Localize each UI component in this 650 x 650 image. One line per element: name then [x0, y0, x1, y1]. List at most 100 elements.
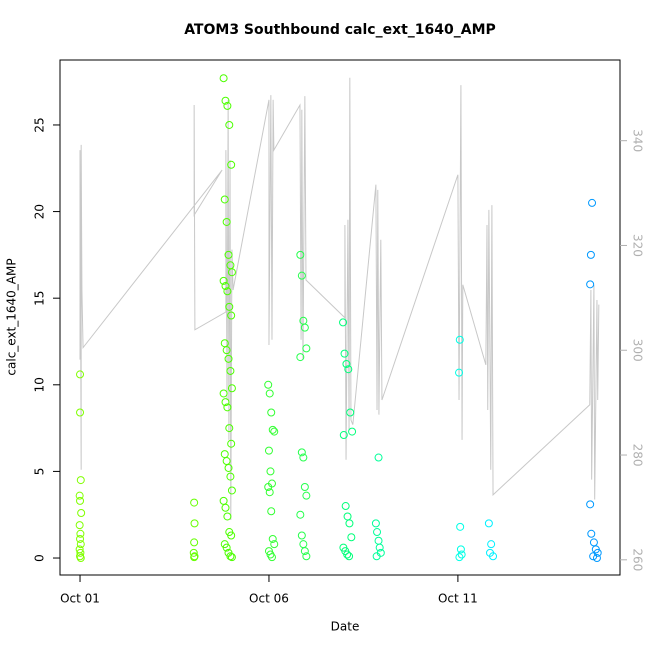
point: [222, 346, 231, 355]
point: [76, 476, 85, 485]
y-tick-label: 10: [33, 377, 47, 392]
point: [302, 491, 311, 500]
point: [300, 483, 309, 492]
point: [189, 548, 198, 557]
point: [297, 271, 306, 280]
point: [346, 408, 355, 417]
point: [268, 425, 277, 434]
point: [487, 540, 496, 549]
point: [227, 439, 236, 448]
point: [225, 120, 234, 129]
point: [373, 528, 382, 537]
x-tick-label: Oct 11: [438, 592, 478, 606]
point: [270, 427, 279, 436]
point: [190, 519, 199, 528]
point: [222, 217, 231, 226]
point: [77, 508, 86, 517]
point: [302, 344, 311, 353]
point: [222, 543, 231, 552]
point: [266, 467, 275, 476]
point: [223, 287, 232, 296]
y-axis-title: calc_ext_1640_AMP: [5, 258, 19, 375]
y-tick-label: 25: [33, 117, 47, 132]
x-tick-label: Oct 06: [249, 592, 289, 606]
point: [296, 510, 305, 519]
point: [265, 389, 274, 398]
point: [372, 552, 381, 561]
line: [79, 77, 600, 520]
point: [300, 547, 309, 556]
point: [592, 554, 601, 563]
point: [299, 453, 308, 462]
point: [264, 483, 273, 492]
point: [190, 538, 199, 547]
point: [456, 522, 465, 531]
point: [190, 498, 199, 507]
x-axis-title: Date: [331, 620, 360, 634]
plot-frame: [59, 59, 621, 576]
point: [224, 463, 233, 472]
point: [223, 101, 232, 110]
point: [343, 550, 352, 559]
point: [265, 488, 274, 497]
point: [223, 403, 232, 412]
y2-tick-label: 280: [631, 444, 645, 467]
point: [219, 276, 228, 285]
point: [371, 519, 380, 528]
point: [588, 198, 597, 207]
point: [76, 548, 85, 557]
point: [267, 553, 276, 562]
point: [375, 543, 384, 552]
point: [264, 380, 273, 389]
point: [226, 366, 235, 375]
point: [586, 500, 595, 509]
point: [76, 370, 85, 379]
point: [223, 512, 232, 521]
point: [586, 250, 595, 259]
point: [76, 554, 85, 563]
point: [227, 531, 236, 540]
point: [227, 268, 236, 277]
point: [297, 448, 306, 457]
point: [296, 250, 305, 259]
point: [190, 553, 199, 562]
point: [342, 360, 351, 369]
point: [489, 552, 498, 561]
chart-title: ATOM3 Southbound calc_ext_1640_AMP: [184, 22, 496, 38]
x-tick-label: Oct 01: [60, 592, 100, 606]
point: [267, 408, 276, 417]
point: [374, 453, 383, 462]
y2-tick-label: 260: [631, 548, 645, 571]
point: [227, 486, 236, 495]
point: [76, 496, 85, 505]
point: [345, 519, 354, 528]
point: [75, 521, 84, 530]
point: [220, 195, 229, 204]
point: [75, 491, 84, 500]
point: [347, 533, 356, 542]
point: [221, 503, 230, 512]
point: [76, 534, 85, 543]
point: [586, 280, 595, 289]
y2-tick-label: 340: [631, 129, 645, 152]
point: [219, 74, 228, 83]
point: [219, 389, 228, 398]
point: [227, 384, 236, 393]
point: [227, 311, 236, 320]
point: [484, 519, 493, 528]
point: [339, 318, 348, 327]
point: [268, 534, 277, 543]
point: [297, 531, 306, 540]
point: [225, 424, 234, 433]
point: [455, 368, 464, 377]
y-tick-label: 0: [33, 554, 47, 562]
point: [76, 540, 85, 549]
point: [221, 398, 230, 407]
point: [227, 160, 236, 169]
point: [264, 446, 273, 455]
point: [344, 365, 353, 374]
point: [226, 552, 235, 561]
point: [457, 550, 466, 559]
